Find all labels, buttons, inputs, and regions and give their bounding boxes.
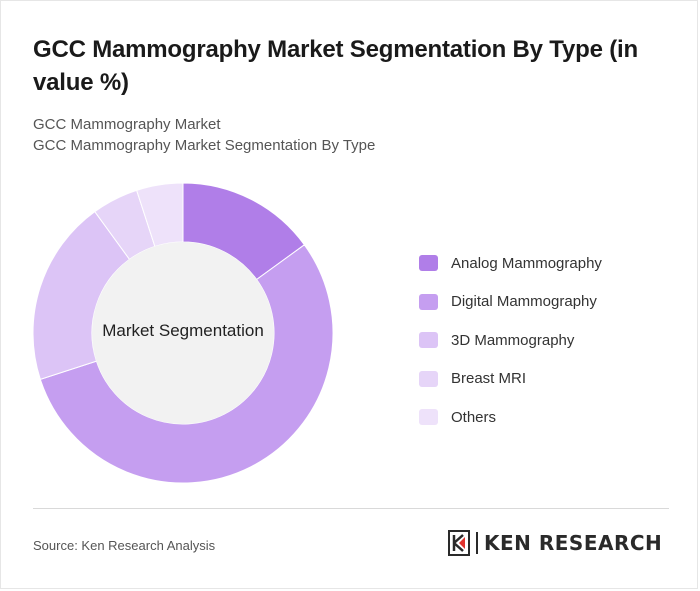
subtitle-line-1: GCC Mammography Market [33, 116, 221, 133]
legend-item-3d-mammography[interactable]: 3D Mammography [419, 321, 602, 360]
legend-label: Digital Mammography [451, 293, 597, 311]
legend-swatch [419, 409, 438, 426]
legend-label: Analog Mammography [451, 254, 602, 272]
legend-swatch [419, 293, 438, 310]
chart-legend: Analog Mammography Digital Mammography 3D … [419, 244, 602, 437]
ken-research-logo-icon [448, 530, 470, 556]
legend-swatch [419, 332, 438, 349]
legend-label: 3D Mammography [451, 331, 575, 349]
legend-label: Others [451, 408, 497, 426]
legend-label: Breast MRI [451, 370, 527, 388]
legend-swatch [419, 370, 438, 387]
subtitle-line-2: GCC Mammography Market Segmentation By T… [33, 137, 376, 154]
logo-separator [476, 532, 478, 554]
legend-item-breast-mri[interactable]: Breast MRI [419, 360, 602, 399]
donut-center-label: Market Segmentation [102, 321, 264, 340]
ken-research-logo: KEN RESEARCH [448, 530, 662, 556]
footer-divider [33, 508, 669, 509]
legend-item-others[interactable]: Others [419, 398, 602, 437]
donut-hole [92, 242, 274, 424]
legend-swatch [419, 255, 438, 272]
legend-item-digital-mammography[interactable]: Digital Mammography [419, 283, 602, 322]
source-text: Source: Ken Research Analysis [33, 538, 216, 553]
donut-chart [32, 182, 334, 484]
chart-subtitle: GCC Mammography Market GCC Mammography M… [33, 114, 375, 156]
legend-item-analog-mammography[interactable]: Analog Mammography [419, 244, 602, 283]
chart-title: GCC Mammography Market Segmentation By T… [33, 36, 638, 96]
logo-text: KEN RESEARCH [484, 531, 663, 555]
